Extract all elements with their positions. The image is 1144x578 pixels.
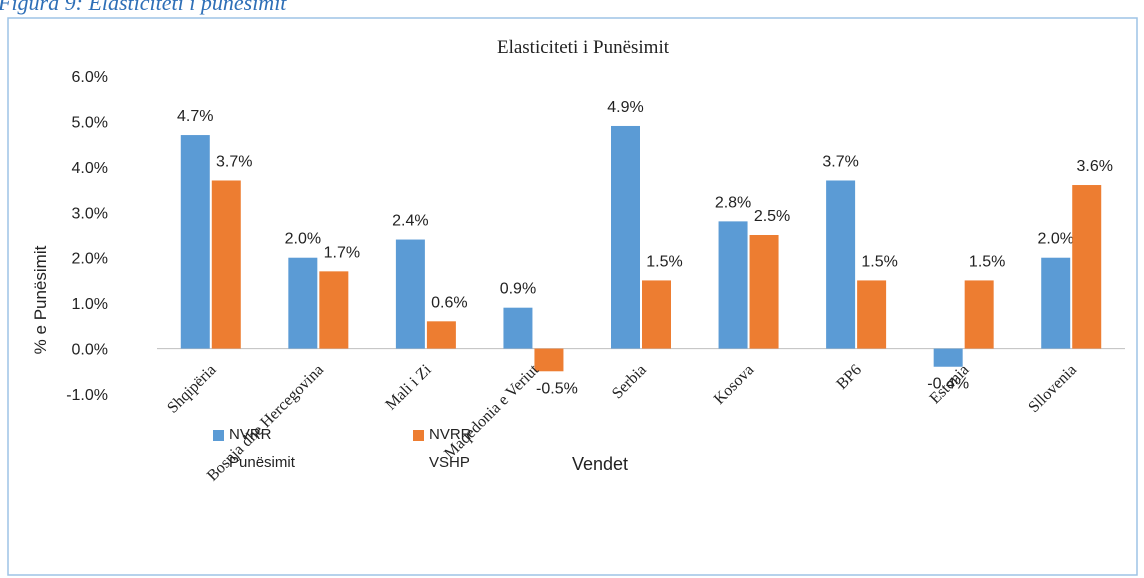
bar — [642, 280, 671, 349]
bar — [611, 125, 640, 349]
y-tick-label: 6.0% — [72, 69, 108, 86]
data-label: 3.6% — [1076, 158, 1112, 175]
bar — [395, 239, 425, 349]
bar — [319, 271, 349, 349]
bar — [826, 180, 856, 349]
data-label: 2.5% — [754, 208, 790, 225]
x-tick-label: Sllovenia — [1025, 361, 1080, 416]
data-label: 0.9% — [500, 281, 536, 298]
bar — [288, 257, 318, 349]
data-label: 1.7% — [324, 244, 360, 261]
bar — [1072, 185, 1102, 349]
bar — [534, 348, 564, 372]
x-tick-label: Kosova — [711, 361, 758, 408]
data-label: 1.5% — [646, 253, 682, 270]
data-label: 1.5% — [969, 253, 1005, 270]
bar — [211, 180, 241, 349]
y-tick-label: 0.0% — [72, 342, 108, 359]
x-axis-label: Vendet — [572, 454, 628, 474]
legend-label: NVRR Punësimit — [229, 426, 295, 471]
y-tick-label: 5.0% — [72, 114, 108, 131]
legend-label: NVRR VSHP — [429, 426, 472, 471]
y-tick-label: -1.0% — [66, 387, 108, 404]
legend-swatch — [413, 430, 424, 441]
y-axis-label: % e Punësimit — [31, 245, 50, 354]
x-tick-label: Serbia — [609, 361, 650, 402]
data-label: 4.7% — [177, 108, 213, 125]
data-label: 1.5% — [861, 253, 897, 270]
data-label: 2.0% — [285, 231, 321, 248]
y-tick-label: 4.0% — [72, 160, 108, 177]
data-label: 0.6% — [431, 294, 467, 311]
x-tick-label: Mali i Zi — [382, 361, 435, 414]
bar — [718, 221, 748, 349]
figure-caption: Figura 9: Elasticiteti i punësimit — [0, 0, 287, 15]
chart-frame — [7, 17, 1138, 576]
bar — [749, 235, 779, 349]
legend-swatch — [213, 430, 224, 441]
data-label: 2.8% — [715, 194, 751, 211]
data-label: -0.5% — [536, 380, 578, 397]
data-label: 2.4% — [392, 213, 428, 230]
y-tick-label: 1.0% — [72, 296, 108, 313]
chart-title: Elasticiteti i Punësimit — [497, 37, 670, 58]
data-label: 4.9% — [607, 99, 643, 116]
bar — [857, 280, 887, 349]
data-label: 2.0% — [1037, 231, 1073, 248]
data-label: 3.7% — [822, 153, 858, 170]
data-label: 3.7% — [216, 153, 252, 170]
bar — [180, 135, 210, 349]
y-tick-label: 3.0% — [72, 205, 108, 222]
bar — [964, 280, 994, 349]
x-tick-label: Shqipëria — [164, 361, 219, 416]
data-label: -0.4% — [927, 376, 969, 393]
bar — [1041, 257, 1071, 349]
x-tick-label: BP6 — [833, 361, 865, 393]
bar — [426, 321, 456, 349]
bar — [933, 348, 963, 367]
bar — [503, 307, 533, 349]
y-tick-label: 2.0% — [72, 251, 108, 268]
